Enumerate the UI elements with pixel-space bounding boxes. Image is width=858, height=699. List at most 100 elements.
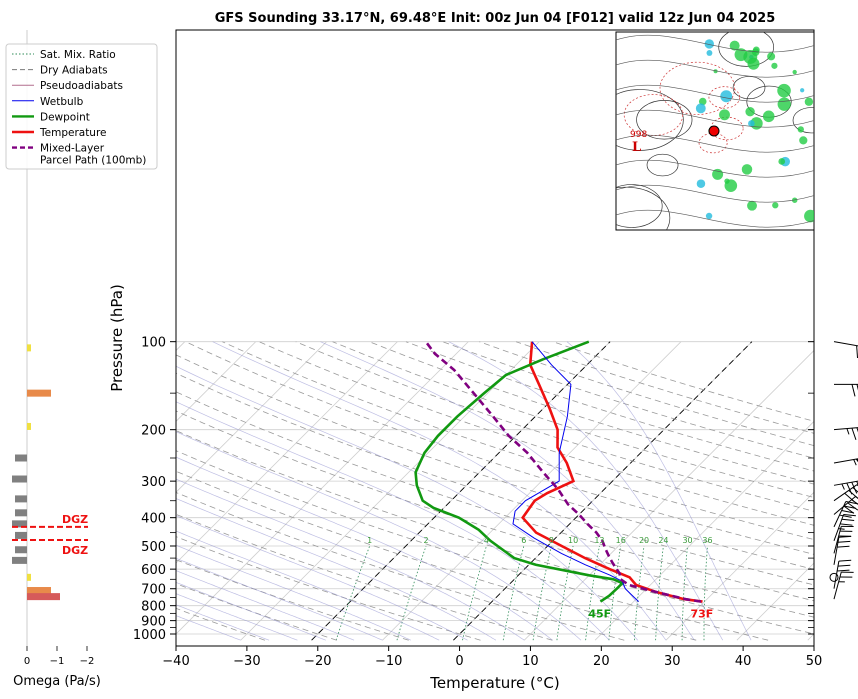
omega-tick-label: 0 bbox=[24, 656, 30, 667]
moist-adiabat bbox=[566, 341, 752, 641]
omega-bar bbox=[27, 573, 31, 581]
moist-adiabat bbox=[320, 341, 695, 641]
dry-adiabat bbox=[176, 513, 553, 641]
wind-barb bbox=[833, 559, 852, 589]
wind-barb bbox=[833, 341, 858, 359]
map-low-label: L bbox=[632, 140, 641, 155]
isotherm-gridline bbox=[176, 341, 469, 635]
mixing-ratio-label: 30 bbox=[682, 536, 692, 545]
series-mixed-layer-parcel-path-100mb bbox=[424, 340, 702, 603]
omega-bar bbox=[12, 520, 27, 528]
dry-adiabat bbox=[176, 470, 697, 641]
x-axis-label: Temperature (°C) bbox=[429, 674, 559, 692]
omega-axis-label: Omega (Pa/s) bbox=[13, 674, 101, 689]
moist-adiabat bbox=[176, 456, 553, 641]
omega-bar bbox=[12, 475, 27, 483]
sounding-location-marker bbox=[708, 125, 720, 137]
mixing-ratio-label: 24 bbox=[658, 536, 668, 545]
y-tick-label: 100 bbox=[141, 336, 166, 351]
dry-adiabat bbox=[442, 341, 814, 459]
legend: Sat. Mix. Ratio Dry Adiabats Pseudoadiabat… bbox=[5, 43, 158, 170]
dry-adiabat bbox=[295, 341, 814, 512]
wind-barb bbox=[833, 500, 858, 528]
omega-bar bbox=[27, 422, 31, 430]
legend-label: Temperature bbox=[39, 127, 107, 139]
mixing-ratio-label: 6 bbox=[521, 536, 526, 545]
wind-barb bbox=[833, 535, 852, 565]
moist-adiabat bbox=[176, 557, 383, 641]
dry-adiabat bbox=[176, 372, 814, 586]
omega-bar bbox=[15, 546, 27, 554]
dry-adiabat bbox=[176, 583, 337, 641]
wind-barb bbox=[833, 458, 858, 466]
isotherm-gridline bbox=[176, 341, 398, 564]
x-tick-label: 50 bbox=[806, 654, 823, 669]
legend-label: Dewpoint bbox=[40, 111, 90, 123]
omega-bar bbox=[27, 587, 51, 595]
dry-adiabat bbox=[176, 559, 409, 641]
mixing-ratio-line bbox=[396, 545, 427, 641]
inset-map: 998 L bbox=[615, 31, 815, 231]
dry-adiabat bbox=[176, 391, 814, 602]
legend-label: Parcel Path (100mb) bbox=[40, 155, 146, 167]
legend-label: Mixed-Layer bbox=[40, 143, 105, 155]
x-tick-label: −20 bbox=[304, 654, 331, 669]
omega-bar bbox=[15, 509, 27, 517]
dry-adiabat bbox=[258, 341, 814, 526]
omega-bar bbox=[15, 454, 27, 462]
mixing-ratio-label: 20 bbox=[639, 536, 649, 545]
legend-label: Sat. Mix. Ratio bbox=[40, 49, 116, 61]
moist-adiabat bbox=[176, 615, 241, 641]
mixing-ratio-label: 4 bbox=[484, 536, 489, 545]
y-tick-label: 900 bbox=[141, 615, 166, 630]
moist-adiabat bbox=[176, 365, 638, 641]
dry-adiabat bbox=[176, 410, 814, 618]
y-tick-label: 400 bbox=[141, 512, 166, 527]
freezing-isotherm bbox=[453, 341, 753, 641]
y-axis-label: Pressure (hPa) bbox=[108, 284, 126, 392]
moist-adiabat bbox=[176, 498, 497, 641]
x-tick-label: 0 bbox=[455, 654, 463, 669]
surface-temperature-label: 73F bbox=[690, 608, 713, 621]
chart-title: GFS Sounding 33.17°N, 69.48°E Init: 00z … bbox=[215, 11, 776, 26]
omega-bar bbox=[12, 556, 27, 564]
isotherm-gridline bbox=[665, 491, 814, 641]
moist-adiabat bbox=[212, 341, 667, 641]
isotherm-gridline bbox=[240, 341, 540, 641]
mixing-ratio-label: 1 bbox=[367, 536, 372, 545]
isotherm-gridline bbox=[524, 349, 814, 641]
x-tick-label: 10 bbox=[522, 654, 539, 669]
mixing-ratio-line bbox=[335, 545, 371, 641]
wind-barb bbox=[834, 383, 858, 397]
legend-label: Dry Adiabats bbox=[40, 65, 108, 77]
mixing-ratio-line bbox=[703, 545, 708, 641]
x-tick-label: −30 bbox=[233, 654, 260, 669]
dry-adiabat bbox=[332, 341, 814, 498]
legend-label: Wetbulb bbox=[40, 96, 84, 108]
dgz-label: DGZ bbox=[62, 544, 88, 557]
moist-adiabat bbox=[176, 478, 525, 641]
mixing-ratio-line bbox=[655, 545, 664, 641]
mixing-ratio-line bbox=[634, 545, 645, 641]
y-tick-label: 600 bbox=[141, 563, 166, 578]
moist-adiabat bbox=[448, 341, 724, 641]
moist-adiabat bbox=[176, 530, 440, 641]
wind-barb bbox=[833, 427, 858, 440]
moist-adiabat bbox=[176, 570, 355, 641]
dry-adiabat bbox=[176, 430, 814, 635]
mixing-ratio-label: 2 bbox=[423, 536, 428, 545]
isotherm-gridline bbox=[176, 341, 327, 493]
dry-adiabat bbox=[369, 341, 814, 485]
omega-bar bbox=[15, 531, 27, 539]
mixing-ratio-line bbox=[585, 545, 600, 641]
y-tick-label: 1000 bbox=[133, 628, 166, 643]
omega-tick-label: −1 bbox=[50, 656, 65, 667]
moist-adiabat bbox=[176, 431, 582, 641]
omega-tick-label: −2 bbox=[80, 656, 95, 667]
moist-adiabat bbox=[176, 593, 298, 641]
wind-barbs bbox=[829, 341, 858, 600]
omega-bar bbox=[27, 344, 31, 352]
legend-label: Pseudoadiabats bbox=[40, 80, 123, 92]
isotherm-gridline bbox=[176, 341, 256, 422]
mixing-ratio-label: 36 bbox=[702, 536, 712, 545]
